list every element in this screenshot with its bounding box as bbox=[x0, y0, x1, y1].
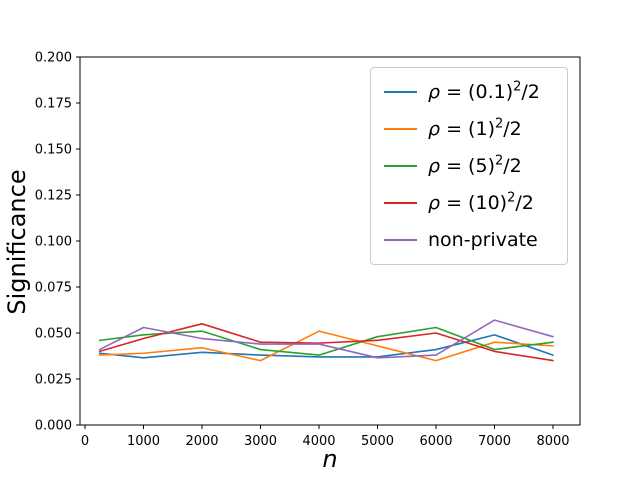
legend-line-swatch bbox=[384, 128, 417, 131]
x-tick-label: 1000 bbox=[127, 434, 160, 449]
legend-item-non-private: non-private bbox=[371, 229, 567, 251]
legend-label: ρ = (10)2/2 bbox=[428, 190, 534, 214]
series-line-non-private bbox=[98, 319, 554, 359]
y-tick-label: 0.125 bbox=[35, 188, 72, 203]
x-tick-label: 3000 bbox=[244, 434, 277, 449]
legend-line-swatch bbox=[384, 238, 417, 241]
y-tick-label: 0.150 bbox=[35, 142, 72, 157]
legend-line-swatch bbox=[384, 201, 417, 204]
y-tick-label: 0.050 bbox=[35, 326, 72, 341]
x-tick-label: 0 bbox=[81, 434, 89, 449]
x-tick-label: 7000 bbox=[478, 434, 511, 449]
legend-label: ρ = (0.1)2/2 bbox=[428, 80, 540, 104]
legend-label: ρ = (1)2/2 bbox=[428, 116, 522, 141]
legend-label: non-private bbox=[428, 228, 538, 251]
legend-label: ρ = (5)2/2 bbox=[428, 153, 522, 177]
y-tick-label: 0.000 bbox=[35, 418, 72, 433]
legend-line-swatch bbox=[384, 164, 417, 167]
x-tick-label: 4000 bbox=[302, 434, 335, 449]
y-tick-label: 0.175 bbox=[35, 96, 72, 111]
legend-line-swatch bbox=[384, 91, 417, 94]
y-tick-label: 0.025 bbox=[35, 372, 72, 387]
series-line-rho-1-squared-over-2 bbox=[98, 330, 554, 362]
y-tick-label: 0.100 bbox=[35, 234, 72, 249]
x-axis-label: n bbox=[322, 445, 338, 473]
legend-item-rho-1-squared-over-2: ρ = (1)2/2 bbox=[371, 118, 567, 140]
legend-item-rho-0.1-squared-over-2: ρ = (0.1)2/2 bbox=[371, 81, 567, 103]
x-tick-label: 5000 bbox=[361, 434, 394, 449]
y-axis-label: Significance bbox=[3, 169, 31, 315]
series-line-rho-10-squared-over-2 bbox=[98, 322, 554, 362]
y-tick-label: 0.200 bbox=[35, 50, 72, 65]
y-tick-label: 0.075 bbox=[35, 280, 72, 295]
series-line-rho-0.1-squared-over-2 bbox=[98, 334, 554, 359]
legend-item-rho-10-squared-over-2: ρ = (10)2/2 bbox=[371, 190, 567, 214]
legend-item-rho-5-squared-over-2: ρ = (5)2/2 bbox=[371, 155, 567, 177]
x-tick-label: 2000 bbox=[185, 434, 218, 449]
x-tick-label: 6000 bbox=[419, 434, 452, 449]
legend: ρ = (0.1)2/2 ρ = (1)2/2 ρ = (5)2/2 ρ = (10)… bbox=[370, 67, 568, 265]
x-tick-label: 8000 bbox=[536, 434, 569, 449]
